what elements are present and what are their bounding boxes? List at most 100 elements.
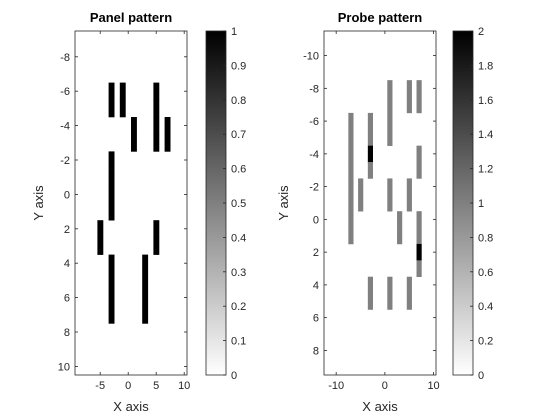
colorbar-tick-label: 0.6 [478, 267, 493, 279]
colorbar-tick-label: 0.6 [231, 164, 246, 176]
colorbar-tick-label: 0.8 [231, 95, 246, 107]
heatmap-cell [416, 211, 422, 228]
y-tick-label: -8 [60, 52, 70, 64]
heatmap-cell [131, 117, 137, 135]
y-tick-label: 8 [64, 327, 70, 339]
heatmap-cell [367, 162, 373, 179]
heatmap-cell [387, 80, 393, 97]
y-tick-label: -6 [60, 86, 70, 98]
heatmap-cell [406, 178, 412, 196]
colorbar-tick-label: 0.2 [231, 301, 246, 313]
heatmap-cell [367, 129, 373, 146]
y-tick-label: 0 [313, 214, 319, 226]
heatmap-cell [348, 227, 354, 245]
colorbar-tick-label: 1 [478, 198, 484, 210]
heatmap-cell [348, 178, 354, 196]
y-tick-label: -4 [60, 121, 70, 133]
y-tick-label: 4 [64, 258, 70, 270]
heatmap-cell [358, 178, 364, 196]
colorbar-tick-label: 0.8 [478, 232, 493, 244]
heatmap-cell [367, 145, 373, 163]
heatmap-cell [416, 80, 422, 97]
heatmap-cell [348, 194, 354, 212]
probe-ylabel: Y axis [276, 185, 291, 221]
heatmap-cell [416, 162, 422, 179]
panel-xlabel: X axis [113, 399, 149, 414]
heatmap-cell [348, 211, 354, 228]
heatmap-cell [406, 293, 412, 310]
heatmap-cell [397, 211, 403, 228]
y-tick-label: -10 [303, 51, 319, 63]
heatmap-cell [348, 129, 354, 146]
heatmap-cell [108, 99, 115, 118]
colorbar-tick-label: 0.3 [231, 267, 246, 279]
probe-colorbar-ticks: 0 0.2 0.4 0.6 0.8 1 1.2 1.4 1.6 1.8 2 [470, 26, 493, 382]
heatmap-cell [153, 220, 160, 238]
x-tick-label: 5 [153, 380, 159, 392]
heatmap-cell [406, 80, 412, 97]
heatmap-cell [387, 96, 393, 114]
colorbar-tick-label: 1 [231, 26, 237, 38]
x-tick-label: -5 [95, 380, 105, 392]
heatmap-cell [416, 227, 422, 245]
heatmap-cell [108, 203, 115, 221]
colorbar-tick-label: 1.6 [478, 95, 493, 107]
heatmap-cell [97, 220, 104, 238]
colorbar-tick-label: 0.9 [231, 60, 246, 72]
colorbar-tick-label: 0.1 [231, 336, 246, 348]
probe-xlabel: X axis [362, 399, 398, 414]
panel-axes-frame [74, 30, 188, 376]
colorbar-tick-label: 1.2 [478, 164, 493, 176]
heatmap-cell [153, 117, 160, 135]
heatmap-cell [97, 237, 104, 255]
colorbar-tick-label: 0.2 [478, 336, 493, 348]
panel-ticks: -5 0 5 10 -8 -6 -4 -2 0 2 4 6 8 10 [58, 31, 190, 392]
heatmap-cell [406, 276, 412, 294]
panel-axes-background [75, 31, 187, 375]
heatmap-cell [108, 271, 115, 290]
panel-colorbar-ticks: 0 0.1 0.2 0.3 0.4 0.5 0.6 0.7 0.8 0.9 1 [223, 26, 246, 382]
heatmap-cell [348, 162, 354, 179]
x-tick-label: -10 [328, 380, 344, 392]
probe-cells [348, 80, 422, 310]
probe-ticks: -10 0 10 -10 -8 -6 -4 -2 0 2 4 6 8 [303, 31, 440, 392]
heatmap-cell [367, 276, 373, 294]
heatmap-cell [416, 243, 422, 261]
heatmap-cell [153, 134, 160, 152]
heatmap-cell [387, 129, 393, 146]
heatmap-cell [131, 134, 137, 152]
y-tick-label: -6 [309, 116, 319, 128]
colorbar-tick-label: 0.7 [231, 129, 246, 141]
panel-title: Panel pattern [90, 10, 172, 25]
heatmap-cell [387, 194, 393, 212]
probe-title: Probe pattern [338, 10, 423, 25]
heatmap-cell [153, 237, 160, 255]
y-tick-label: 2 [313, 247, 319, 259]
colorbar-tick-label: 0.4 [478, 301, 493, 313]
y-tick-label: 4 [313, 280, 319, 292]
heatmap-cell [108, 151, 115, 169]
heatmap-cell [153, 99, 160, 118]
x-tick-label: 10 [178, 380, 190, 392]
colorbar-tick-label: 1.4 [478, 129, 493, 141]
heatmap-cell [387, 293, 393, 310]
x-tick-label: 10 [427, 380, 439, 392]
probe-colorbar: 0 0.2 0.4 0.6 0.8 1 1.2 1.4 1.6 1.8 2 [452, 26, 493, 382]
heatmap-cell [416, 96, 422, 114]
heatmap-cell [387, 178, 393, 196]
y-tick-label: 2 [64, 224, 70, 236]
y-tick-label: 6 [64, 293, 70, 305]
y-tick-label: -2 [60, 155, 70, 167]
heatmap-cell [108, 168, 115, 187]
panel-cells [97, 82, 171, 324]
heatmap-cell [142, 271, 149, 290]
x-tick-label: 0 [125, 380, 131, 392]
panel-plot: Panel pattern -5 0 5 10 -8 -6 -4 -2 0 2 4 6 8 10 X ax… [31, 10, 190, 414]
y-tick-label: -8 [309, 83, 319, 95]
colorbar-tick-label: 0 [231, 370, 237, 382]
heatmap-cell [108, 289, 115, 307]
heatmap-cell [387, 112, 393, 130]
heatmap-cell [119, 82, 126, 101]
colorbar-tick-label: 1.8 [478, 60, 493, 72]
